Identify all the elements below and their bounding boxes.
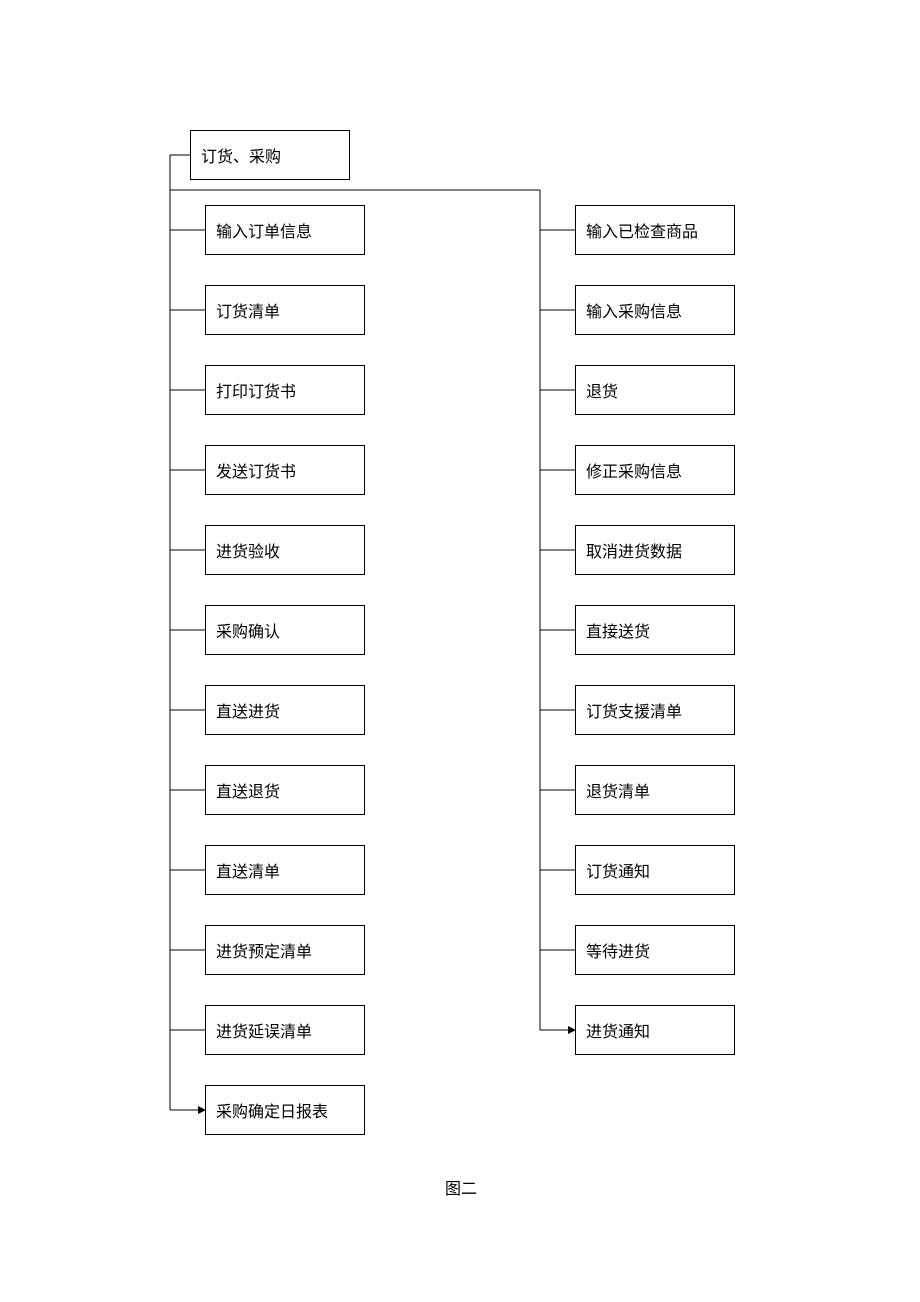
- node-left-6: 直送进货: [205, 685, 365, 735]
- node-left-10: 进货延误清单: [205, 1005, 365, 1055]
- node-left-7: 直送退货: [205, 765, 365, 815]
- node-root: 订货、采购: [190, 130, 350, 180]
- node-right-0: 输入已检查商品: [575, 205, 735, 255]
- flowchart-diagram: 订货、采购输入订单信息订货清单打印订货书发送订货书进货验收采购确认直送进货直送退…: [0, 0, 920, 1302]
- node-left-1: 订货清单: [205, 285, 365, 335]
- node-right-6: 订货支援清单: [575, 685, 735, 735]
- diagram-caption: 图二: [445, 1175, 477, 1199]
- node-left-3: 发送订货书: [205, 445, 365, 495]
- node-right-1: 输入采购信息: [575, 285, 735, 335]
- node-left-9: 进货预定清单: [205, 925, 365, 975]
- node-left-5: 采购确认: [205, 605, 365, 655]
- node-left-11: 采购确定日报表: [205, 1085, 365, 1135]
- node-left-0: 输入订单信息: [205, 205, 365, 255]
- node-right-10: 进货通知: [575, 1005, 735, 1055]
- node-left-4: 进货验收: [205, 525, 365, 575]
- node-left-2: 打印订货书: [205, 365, 365, 415]
- node-right-4: 取消进货数据: [575, 525, 735, 575]
- node-right-9: 等待进货: [575, 925, 735, 975]
- connector-lines: [0, 0, 920, 1302]
- node-right-5: 直接送货: [575, 605, 735, 655]
- node-right-2: 退货: [575, 365, 735, 415]
- node-right-8: 订货通知: [575, 845, 735, 895]
- node-right-3: 修正采购信息: [575, 445, 735, 495]
- node-left-8: 直送清单: [205, 845, 365, 895]
- node-right-7: 退货清单: [575, 765, 735, 815]
